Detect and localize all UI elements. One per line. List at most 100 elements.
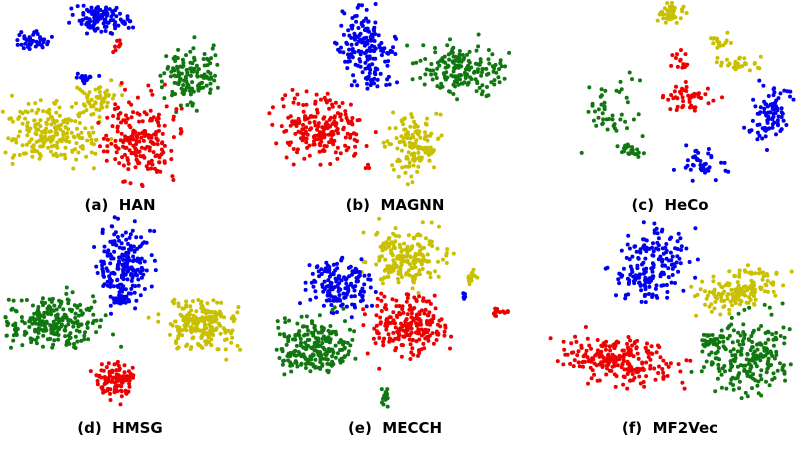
embedding-point	[307, 361, 311, 366]
embedding-point	[295, 364, 300, 369]
embedding-point	[637, 275, 642, 280]
embedding-point	[628, 366, 632, 371]
embedding-point	[11, 137, 16, 141]
embedding-point	[313, 101, 318, 106]
embedding-point	[169, 148, 174, 153]
embedding-point	[365, 351, 370, 356]
embedding-point	[362, 36, 367, 41]
embedding-point	[753, 271, 758, 276]
embedding-point	[23, 116, 28, 121]
embedding-point	[724, 386, 729, 391]
embedding-point	[365, 57, 370, 62]
embedding-point	[346, 352, 351, 357]
embedding-point	[327, 274, 332, 279]
embedding-point	[599, 102, 604, 107]
embedding-point	[213, 310, 217, 314]
embedding-point	[63, 145, 68, 150]
embedding-point	[94, 107, 99, 112]
embedding-point	[378, 315, 383, 320]
embedding-point	[74, 141, 79, 146]
embedding-point	[774, 353, 779, 357]
embedding-point	[379, 309, 384, 313]
embedding-point	[486, 57, 491, 62]
embedding-point	[416, 331, 421, 336]
embedding-point	[351, 73, 356, 78]
embedding-point	[73, 334, 78, 339]
embedding-point	[434, 111, 439, 116]
embedding-point	[119, 344, 124, 349]
embedding-point	[643, 292, 648, 297]
embedding-point	[733, 67, 738, 72]
embedding-point	[742, 56, 747, 61]
embedding-point	[725, 30, 730, 35]
embedding-point	[416, 232, 421, 237]
embedding-point	[420, 246, 425, 251]
embedding-point	[155, 142, 160, 147]
embedding-point	[20, 143, 25, 148]
embedding-point	[633, 152, 638, 157]
embedding-point	[492, 78, 497, 83]
embedding-point	[114, 14, 119, 19]
embedding-point	[304, 136, 309, 141]
embedding-point	[192, 320, 197, 325]
embedding-point	[632, 341, 637, 346]
embedding-point	[577, 364, 582, 369]
embedding-point	[661, 12, 666, 17]
embedding-point	[429, 62, 434, 66]
embedding-point	[90, 125, 95, 130]
embedding-point	[665, 374, 670, 378]
embedding-point	[27, 325, 32, 329]
embedding-point	[417, 248, 422, 253]
embedding-point	[365, 86, 370, 91]
embedding-point	[486, 93, 491, 98]
embedding-point	[725, 296, 730, 301]
embedding-point	[124, 120, 128, 125]
embedding-point	[126, 25, 131, 30]
embedding-point	[149, 166, 154, 171]
embedding-point	[43, 326, 48, 330]
embedding-point	[101, 273, 106, 278]
embedding-point	[348, 102, 353, 107]
embedding-point	[689, 369, 694, 374]
embedding-point	[410, 307, 415, 312]
embedding-point	[455, 97, 460, 102]
embedding-point	[674, 260, 679, 265]
embedding-point	[121, 267, 126, 272]
embedding-point	[282, 332, 286, 337]
embedding-point	[124, 113, 128, 118]
embedding-point	[690, 178, 695, 183]
embedding-point	[105, 149, 110, 154]
embedding-point	[725, 336, 730, 341]
embedding-point	[209, 75, 214, 80]
embedding-point	[87, 22, 92, 27]
embedding-point	[719, 298, 724, 303]
embedding-point	[771, 103, 776, 108]
embedding-point	[110, 96, 115, 101]
embedding-point	[726, 283, 731, 288]
embedding-point	[752, 301, 756, 306]
embedding-point	[581, 364, 585, 369]
embedding-point	[425, 148, 430, 153]
embedding-point	[61, 133, 66, 138]
embedding-point	[308, 297, 313, 302]
embedding-point	[157, 112, 161, 117]
embedding-point	[106, 361, 111, 366]
embedding-point	[666, 266, 671, 271]
embedding-point	[207, 340, 212, 345]
embedding-point	[422, 311, 427, 316]
embedding-point	[284, 155, 289, 160]
embedding-point	[395, 80, 399, 85]
embedding-point	[208, 87, 213, 92]
embedding-point	[105, 100, 110, 105]
embedding-point	[392, 245, 397, 250]
embedding-point	[131, 143, 136, 148]
embedding-point	[670, 254, 675, 259]
embedding-point	[74, 75, 79, 80]
embedding-point	[50, 296, 55, 301]
embedding-point	[675, 104, 680, 109]
embedding-point	[421, 298, 426, 303]
embedding-point	[335, 351, 340, 356]
embedding-point	[636, 154, 641, 159]
embedding-point	[715, 376, 720, 381]
embedding-point	[63, 324, 68, 329]
